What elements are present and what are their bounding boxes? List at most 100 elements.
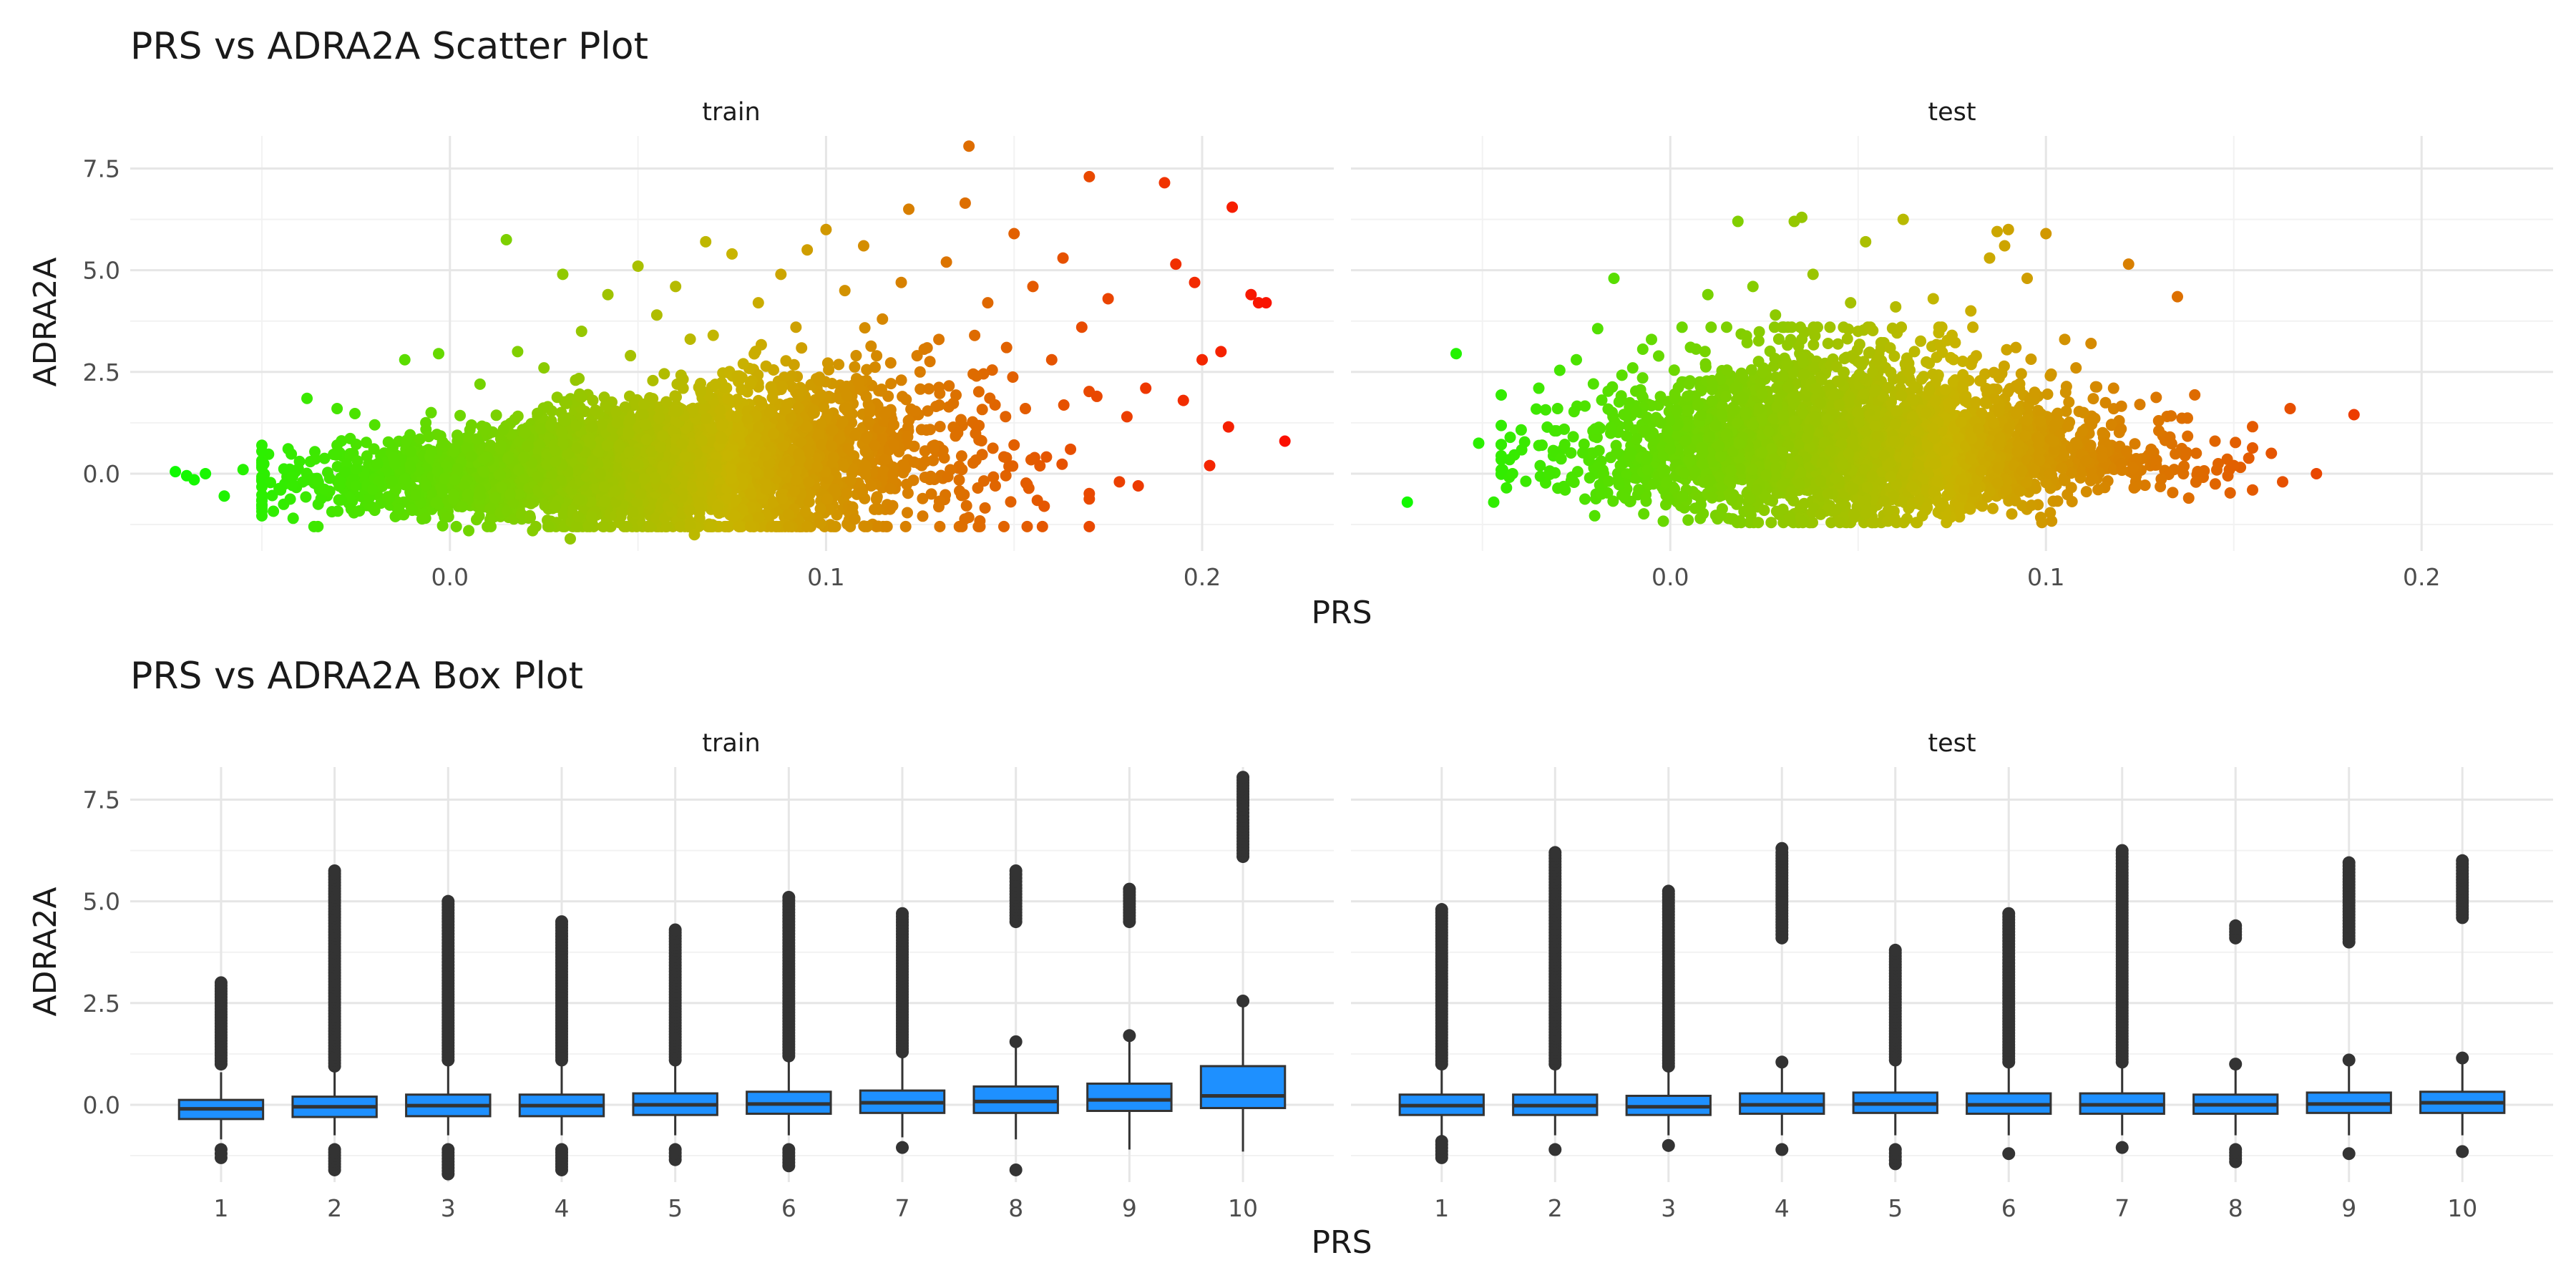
y-tick-label: 5.0 [83, 257, 120, 285]
scatter-point [649, 472, 661, 484]
scatter-point [833, 358, 845, 371]
scatter-panel-train: 0.0 0.1 0.20.02.55.07.5 [83, 136, 1334, 591]
scatter-point [471, 433, 483, 445]
scatter-point [869, 503, 881, 515]
scatter-point [627, 506, 639, 518]
scatter-point [598, 481, 610, 493]
scatter-point [902, 487, 914, 499]
scatter-point [425, 447, 437, 459]
scatter-point [587, 394, 599, 406]
scatter-point [2182, 430, 2194, 442]
scatter-point [920, 424, 932, 436]
scatter-point [662, 500, 674, 512]
scatter-point [680, 451, 692, 463]
scatter-point [371, 458, 384, 470]
scatter-point [525, 497, 537, 509]
scatter-point [696, 434, 708, 447]
scatter-point [502, 452, 514, 464]
scatter-point [888, 419, 900, 431]
scatter-point [801, 244, 814, 256]
scatter-point [368, 443, 380, 455]
scatter-point [353, 505, 366, 517]
scatter-point [557, 268, 569, 280]
scatter-point [792, 401, 804, 414]
scatter-point [1034, 460, 1046, 472]
boxplot-x-axis-title: PRS [1311, 1224, 1372, 1261]
scatter-point [716, 419, 728, 431]
scatter-point [465, 419, 477, 431]
scatter-point [657, 461, 669, 472]
scatter-point [857, 240, 869, 252]
scatter-point [1083, 520, 1096, 532]
scatter-point [613, 441, 625, 453]
scatter-point [823, 364, 835, 376]
scatter-point [256, 481, 268, 493]
scatter-point [331, 439, 343, 452]
scatter-point [895, 276, 907, 288]
scatter-point [512, 410, 524, 422]
scatter-point [1091, 390, 1103, 402]
scatter-point [821, 493, 834, 505]
scatter-point [722, 449, 734, 462]
scatter-point [657, 430, 669, 441]
scatter-point [500, 234, 512, 245]
scatter-point [1132, 480, 1144, 492]
scatter-point [629, 458, 641, 470]
scatter-point [512, 464, 525, 476]
scatter-point [849, 513, 861, 525]
scatter-point [943, 380, 955, 392]
scatter-point [572, 464, 585, 476]
scatter-point [984, 392, 996, 404]
scatter-point [899, 520, 912, 532]
scatter-point [637, 409, 649, 421]
scatter-point [545, 419, 557, 431]
scatter-point [474, 378, 486, 390]
scatter-point [660, 396, 673, 408]
scatter-point [284, 493, 296, 505]
scatter-point [1501, 482, 1513, 494]
scatter-point [456, 501, 468, 513]
scatter-point [542, 520, 554, 532]
scatter-point [850, 350, 862, 362]
scatter-point [759, 449, 771, 462]
scatter-point [1075, 321, 1088, 333]
scatter-point [902, 507, 913, 519]
scatter-point [723, 520, 735, 532]
scatter-point [871, 350, 883, 362]
scatter-point [448, 445, 460, 457]
scatter-point [494, 442, 507, 454]
scatter-point [860, 391, 872, 403]
scatter-point [947, 397, 960, 409]
scatter-point [635, 488, 647, 500]
scatter-point [733, 520, 746, 532]
scatter-point [715, 431, 727, 443]
scatter-point [287, 512, 299, 525]
scatter-point [677, 382, 689, 394]
scatter-point [933, 399, 945, 411]
scatter-point [335, 494, 347, 506]
scatter-point [927, 443, 940, 454]
scatter-point [789, 485, 801, 497]
scatter-point [924, 356, 936, 368]
scatter-point [744, 520, 756, 532]
scatter-point [632, 260, 644, 272]
scatter-x-axis-title: PRS [1311, 595, 1372, 631]
scatter-point [601, 439, 613, 452]
scatter-point [796, 342, 808, 354]
scatter-point [726, 472, 738, 484]
scatter-point [463, 525, 475, 537]
scatter-point [1058, 399, 1070, 411]
scatter-point [448, 489, 460, 501]
scatter-point [1113, 476, 1126, 488]
scatter-point [956, 464, 968, 476]
scatter-point [837, 460, 849, 472]
scatter-point [791, 474, 803, 486]
scatter-point [711, 501, 723, 513]
scatter-point [419, 512, 431, 525]
scatter-point [609, 484, 621, 497]
scatter-point [332, 505, 344, 517]
scatter-point [687, 402, 699, 414]
scatter-point [575, 325, 587, 337]
scatter-point [763, 406, 776, 419]
scatter-point [675, 438, 688, 449]
